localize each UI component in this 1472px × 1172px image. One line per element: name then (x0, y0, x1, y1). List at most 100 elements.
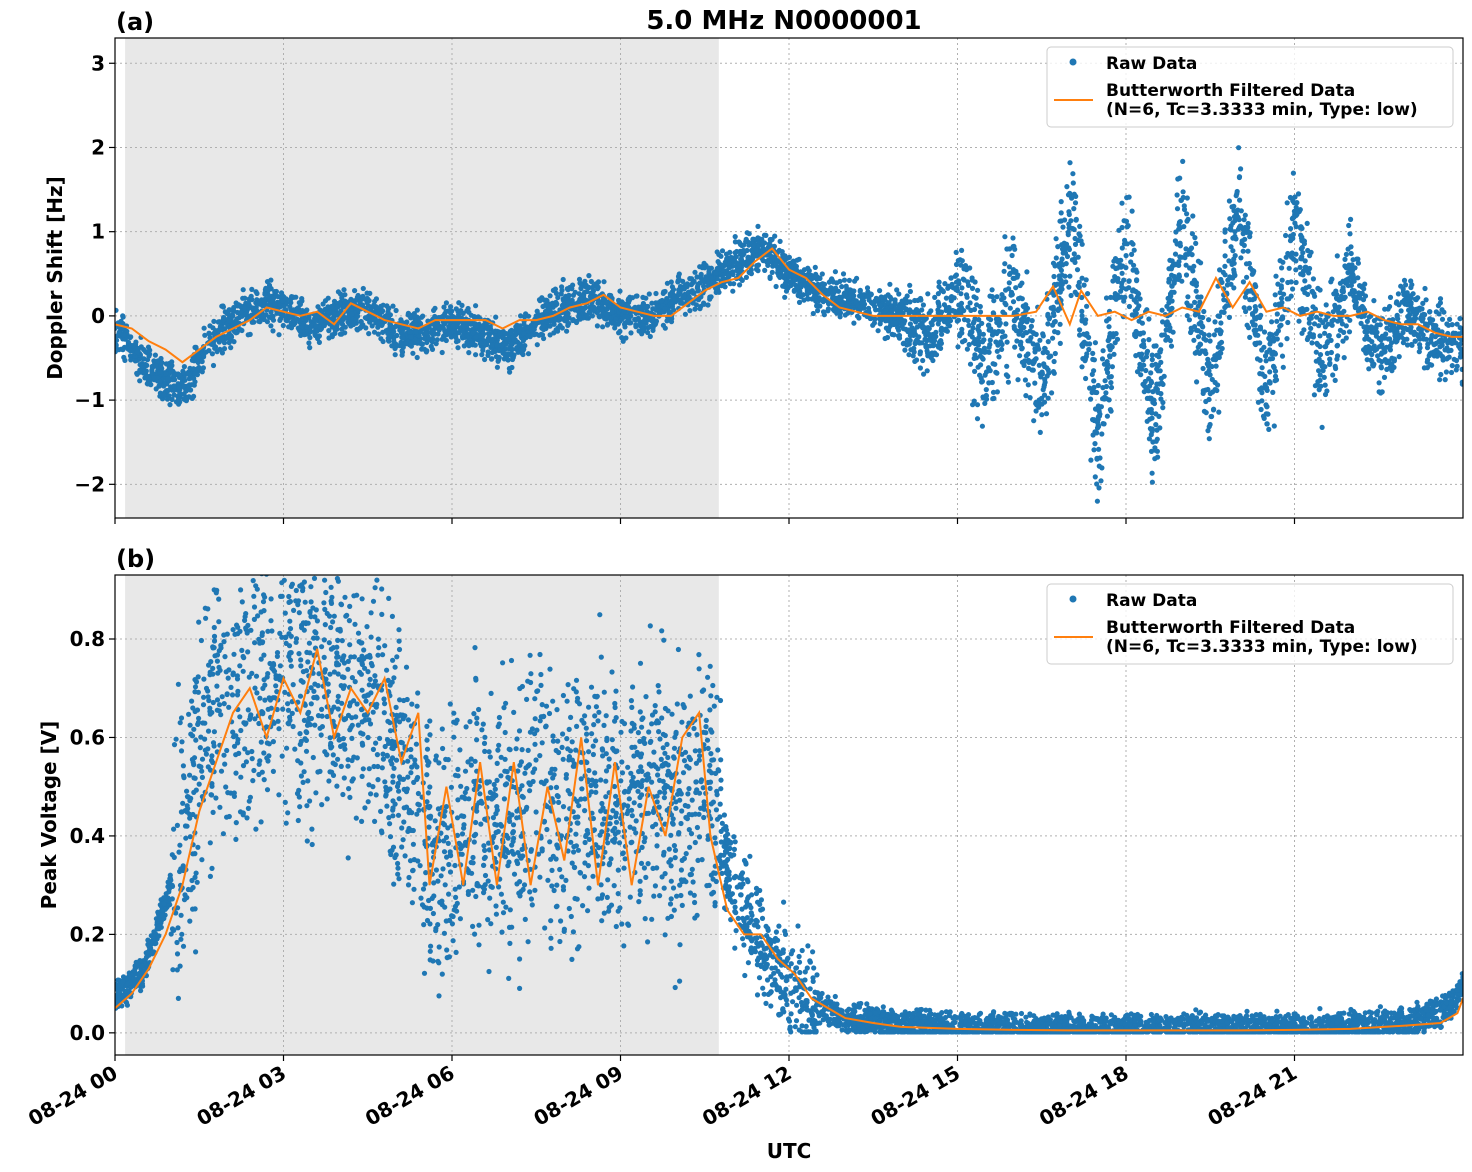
raw-point (1381, 374, 1388, 380)
raw-point (1316, 356, 1322, 362)
raw-point (219, 350, 225, 356)
raw-point (192, 379, 198, 385)
raw-point (125, 346, 131, 352)
raw-point (1227, 226, 1233, 232)
raw-point (958, 262, 964, 268)
raw-point (348, 307, 354, 313)
raw-point (917, 365, 924, 371)
raw-point (266, 282, 273, 288)
raw-point (1390, 326, 1396, 333)
raw-point (1057, 340, 1063, 346)
raw-point (601, 279, 607, 285)
raw-point (987, 337, 993, 343)
raw-point (1270, 363, 1277, 369)
raw-point (1246, 305, 1252, 311)
raw-point (689, 288, 695, 294)
raw-point (877, 321, 883, 327)
raw-point (1392, 337, 1398, 343)
raw-point (525, 333, 532, 339)
raw-point (1323, 302, 1329, 308)
raw-point (1163, 337, 1169, 343)
raw-point (1340, 278, 1346, 284)
raw-point (1442, 337, 1448, 343)
raw-point (1259, 365, 1265, 371)
raw-point (1298, 225, 1304, 231)
raw-point (1052, 350, 1058, 357)
raw-point (782, 253, 788, 259)
raw-point (1252, 282, 1258, 288)
raw-point (1111, 258, 1117, 264)
raw-point (779, 273, 786, 279)
raw-point (386, 305, 392, 311)
raw-point (1082, 358, 1088, 364)
raw-point (378, 336, 384, 342)
raw-point (982, 400, 988, 406)
raw-point (1322, 391, 1329, 398)
raw-point (445, 315, 451, 321)
raw-point (1134, 278, 1140, 284)
raw-point (624, 314, 630, 320)
raw-point (1094, 425, 1101, 431)
raw-point (1066, 221, 1072, 227)
raw-point (1131, 247, 1137, 253)
raw-point (586, 273, 592, 279)
raw-point (1073, 216, 1079, 222)
raw-point (1259, 347, 1265, 353)
raw-point (531, 326, 537, 332)
raw-point (1243, 261, 1250, 267)
raw-point (1217, 267, 1223, 273)
raw-point (1347, 317, 1353, 323)
raw-point (242, 305, 248, 311)
raw-point (367, 319, 373, 325)
raw-point (867, 315, 873, 322)
raw-point (1077, 332, 1083, 338)
raw-point (583, 284, 589, 290)
raw-point (755, 262, 761, 268)
raw-point (1346, 329, 1353, 335)
raw-point (588, 290, 594, 296)
raw-point (603, 311, 609, 317)
raw-point (907, 288, 914, 295)
raw-point (755, 223, 761, 229)
raw-point (1059, 272, 1065, 278)
raw-point (1209, 363, 1215, 370)
raw-point (1017, 282, 1023, 289)
raw-point (904, 337, 910, 343)
raw-point (1028, 335, 1034, 341)
raw-point (1326, 332, 1332, 339)
raw-point (1066, 246, 1072, 253)
raw-point (1039, 412, 1045, 418)
raw-point (1114, 265, 1121, 271)
raw-point (1098, 478, 1104, 484)
raw-point (979, 423, 986, 429)
raw-point (413, 322, 419, 328)
raw-point (134, 349, 140, 355)
raw-point (161, 383, 167, 389)
raw-point (219, 327, 225, 333)
raw-point (1313, 349, 1319, 355)
raw-point (748, 271, 755, 277)
raw-point (804, 286, 810, 292)
raw-point (1004, 339, 1010, 345)
raw-point (393, 307, 399, 314)
raw-point (163, 371, 169, 377)
raw-point (1229, 261, 1235, 267)
raw-point (1099, 356, 1106, 362)
raw-point (907, 333, 914, 339)
raw-point (1128, 293, 1134, 299)
raw-point (961, 317, 968, 323)
raw-point (132, 358, 138, 364)
raw-point (318, 319, 324, 325)
raw-point (473, 323, 479, 329)
raw-point (1096, 446, 1102, 452)
raw-point (1003, 321, 1009, 327)
raw-point (480, 347, 486, 353)
raw-point (1321, 374, 1327, 380)
raw-point (1103, 390, 1109, 396)
raw-point (1046, 370, 1052, 376)
raw-point (907, 282, 913, 288)
raw-point (1001, 268, 1007, 274)
raw-point (1204, 361, 1210, 367)
raw-point (1340, 338, 1346, 344)
raw-point (1343, 251, 1349, 257)
